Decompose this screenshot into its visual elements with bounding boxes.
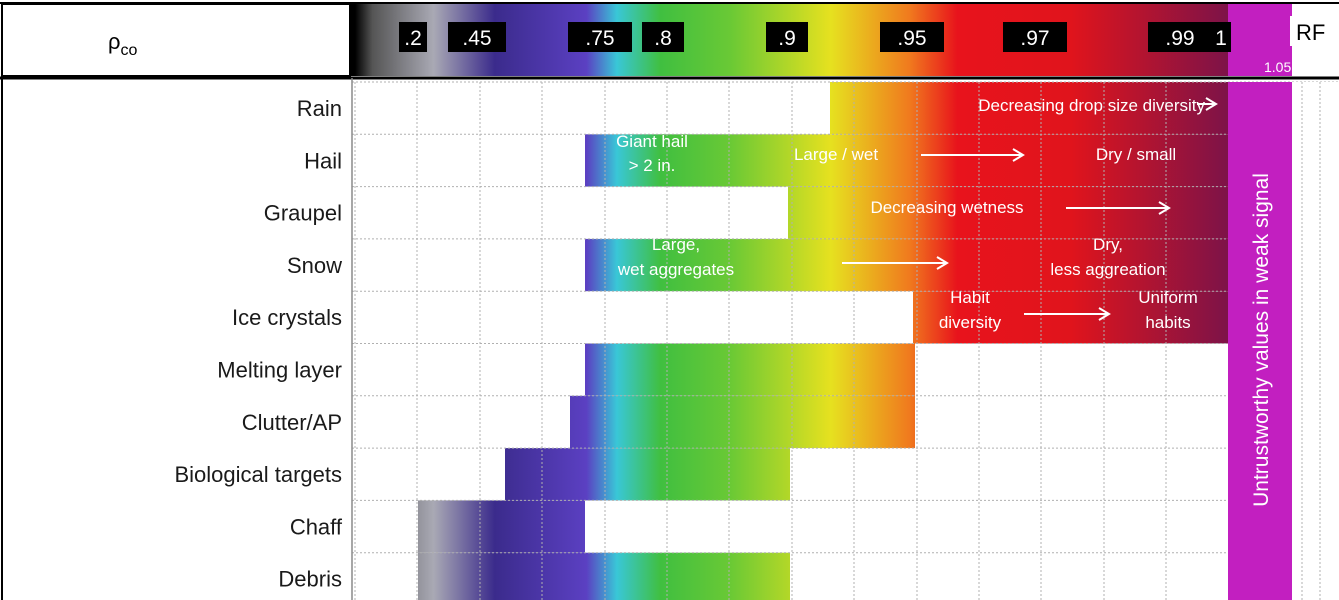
annotation-ice-uniform-1: Uniform bbox=[1138, 288, 1198, 307]
header-label: ρco bbox=[108, 29, 138, 59]
row-band bbox=[830, 82, 1228, 135]
annotation-hail-dry: Dry / small bbox=[1096, 145, 1176, 164]
scale-tick-box bbox=[568, 22, 632, 52]
annotation-hail-giant-2: > 2 in. bbox=[629, 156, 676, 175]
scale-tick-box bbox=[642, 22, 684, 52]
scale-tick-box bbox=[766, 22, 808, 52]
untrustworthy-band bbox=[1228, 82, 1292, 600]
annotation-hail-large: Large / wet bbox=[794, 145, 878, 164]
scale-tick-label: .97 bbox=[1020, 27, 1049, 50]
annotation-ice-habit-2: diversity bbox=[939, 313, 1002, 332]
row-label: Clutter/AP bbox=[242, 410, 342, 435]
scale-tick-label: .45 bbox=[462, 27, 491, 50]
scale-tick-box bbox=[399, 22, 427, 52]
row-label: Snow bbox=[287, 253, 342, 278]
row-band bbox=[913, 291, 1228, 344]
scale-tick-label: .75 bbox=[585, 27, 614, 50]
scale-tick-box bbox=[880, 22, 944, 52]
row-label: Ice crystals bbox=[232, 305, 342, 330]
row-label: Melting layer bbox=[217, 358, 342, 383]
annotation-rain: Decreasing drop size diversity bbox=[978, 96, 1205, 115]
scale-tick-label: .2 bbox=[404, 27, 422, 50]
scale-tick-label: .99 bbox=[1165, 27, 1194, 50]
row-label: Graupel bbox=[264, 201, 342, 226]
row-band bbox=[570, 395, 915, 449]
row-band bbox=[505, 448, 790, 501]
row-label: Debris bbox=[278, 567, 342, 592]
annotation-hail-giant-1: Giant hail bbox=[616, 132, 688, 151]
annotation-graupel: Decreasing wetness bbox=[870, 198, 1023, 217]
row-label: Hail bbox=[304, 148, 342, 173]
row-label: Rain bbox=[297, 96, 342, 121]
scale-tick-label: 1 bbox=[1215, 27, 1227, 50]
annotation-snow-large-2: wet aggregates bbox=[617, 260, 734, 279]
row-label: Chaff bbox=[290, 514, 343, 539]
annotation-snow-dry-2: less aggreation bbox=[1050, 260, 1165, 279]
row-band bbox=[585, 134, 1228, 187]
row-band bbox=[418, 500, 585, 553]
rf-value: 1.05 bbox=[1264, 59, 1291, 75]
rf-label: RF bbox=[1296, 20, 1325, 45]
scale-tick-box bbox=[448, 22, 506, 52]
untrustworthy-note: Untrustworthy values in weak signal bbox=[1250, 173, 1273, 507]
annotation-snow-large-1: Large, bbox=[652, 235, 700, 254]
row-label: Biological targets bbox=[174, 462, 342, 487]
row-band bbox=[585, 238, 1228, 292]
annotation-snow-dry-1: Dry, bbox=[1093, 235, 1123, 254]
row-band bbox=[418, 552, 790, 600]
annotation-ice-habit-1: Habit bbox=[950, 288, 990, 307]
row-band bbox=[788, 186, 1228, 239]
scale-tick-label: .95 bbox=[897, 27, 926, 50]
scale-tick-box bbox=[1211, 22, 1231, 52]
scale-tick-label: .8 bbox=[654, 27, 672, 50]
annotation-ice-uniform-2: habits bbox=[1145, 313, 1190, 332]
row-band bbox=[585, 343, 915, 396]
scale-tick-box bbox=[1148, 22, 1212, 52]
scale-tick-label: .9 bbox=[778, 27, 796, 50]
scale-tick-box bbox=[1003, 22, 1067, 52]
